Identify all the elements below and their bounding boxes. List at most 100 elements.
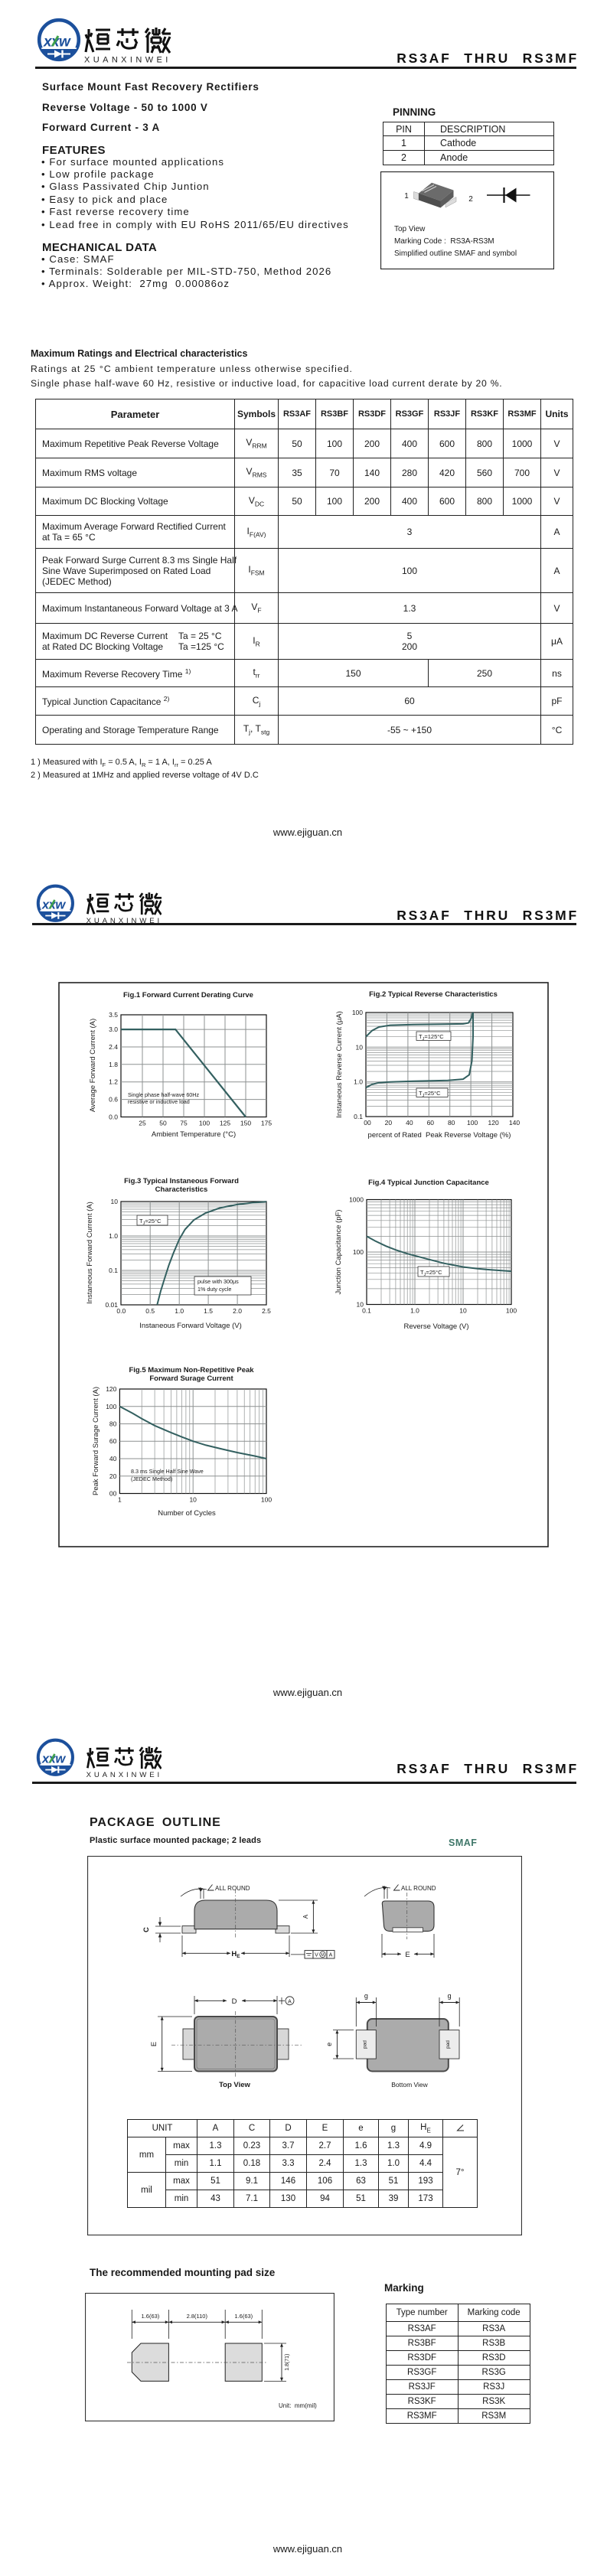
svg-text:0.0: 0.0 [116, 1307, 126, 1315]
svg-text:100: 100 [106, 1403, 116, 1410]
svg-text:100: 100 [353, 1248, 364, 1256]
svg-text:ALL ROUND: ALL ROUND [401, 1885, 436, 1892]
svg-text:2.5: 2.5 [262, 1307, 271, 1315]
svg-text:A: A [329, 1953, 333, 1958]
svg-text:Instaneous Reverse Current (μA: Instaneous Reverse Current (μA) [335, 1011, 344, 1118]
svg-text:Simplified outline SMAF and sy: Simplified outline SMAF and symbol [394, 249, 517, 258]
svg-text:Ambient Temperature (°C): Ambient Temperature (°C) [152, 1130, 236, 1139]
svg-text:1.8(71): 1.8(71) [285, 2354, 290, 2371]
svg-text:120: 120 [106, 1385, 116, 1393]
svg-text:0.1: 0.1 [109, 1267, 118, 1274]
svg-text:Unit: mm(mil): Unit: mm(mil) [279, 2402, 317, 2409]
svg-text:40: 40 [109, 1455, 117, 1462]
svg-text:x: x [43, 34, 53, 51]
svg-text:1.5: 1.5 [204, 1307, 213, 1315]
svg-text:120: 120 [488, 1119, 499, 1127]
svg-text:60: 60 [427, 1119, 435, 1127]
svg-text:80: 80 [109, 1420, 117, 1428]
svg-text:g: g [448, 1992, 452, 2000]
svg-text:x: x [41, 1752, 50, 1766]
svg-text:Fig.3 Typical Instaneous Forw: Fig.3 Typical Instaneous Forward [124, 1177, 239, 1185]
svg-text:w: w [55, 1752, 66, 1766]
svg-text:60: 60 [109, 1437, 117, 1445]
svg-text:Reverse Voltage (V): Reverse Voltage (V) [403, 1322, 468, 1331]
svg-text:C: C [142, 1927, 151, 1932]
svg-text:Fig.5 Maximum Non-Repetitive: Fig.5 Maximum Non-Repetitive Peak [129, 1366, 254, 1374]
svg-text:pad: pad [363, 2040, 368, 2049]
svg-text:Single phase half-wave 60Hz: Single phase half-wave 60Hz [128, 1091, 199, 1098]
svg-text:ALL ROUND: ALL ROUND [215, 1885, 250, 1892]
svg-text:D: D [232, 1997, 237, 2006]
svg-text:75: 75 [180, 1120, 188, 1127]
svg-text:Peak Forward Surage Current (A: Peak Forward Surage Current (A) [92, 1387, 100, 1495]
svg-text:resistive or inductive load: resistive or inductive load [128, 1098, 190, 1105]
svg-text:TJ=25°C: TJ=25°C [419, 1090, 441, 1098]
svg-text:100: 100 [261, 1496, 272, 1504]
svg-text:10: 10 [189, 1496, 197, 1504]
svg-text:Instaneous Forward Current (A): Instaneous Forward Current (A) [86, 1202, 94, 1304]
svg-text:1.6(63): 1.6(63) [234, 2313, 253, 2320]
svg-text:0.6: 0.6 [109, 1096, 118, 1104]
svg-text:1000: 1000 [349, 1196, 364, 1204]
svg-text:1.0: 1.0 [109, 1232, 118, 1240]
svg-text:1% duty cycle: 1% duty cycle [197, 1286, 231, 1293]
svg-text:E: E [405, 1951, 410, 1959]
svg-text:Average Forward Current (A): Average Forward Current (A) [89, 1019, 97, 1112]
svg-text:pulse with 300μs: pulse with 300μs [197, 1278, 239, 1285]
svg-text:Instaneous Forward Voltage (V): Instaneous Forward Voltage (V) [139, 1322, 242, 1330]
svg-text:Number of Cycles: Number of Cycles [158, 1509, 216, 1518]
svg-text:10: 10 [111, 1198, 119, 1205]
svg-text:e: e [325, 2043, 333, 2046]
svg-text:20: 20 [109, 1472, 117, 1480]
svg-text:175: 175 [261, 1120, 272, 1127]
svg-text:XUANXINWEI: XUANXINWEI [86, 1771, 162, 1779]
svg-text:100: 100 [506, 1307, 517, 1315]
svg-text:3.0: 3.0 [109, 1026, 118, 1033]
svg-text:0.01: 0.01 [105, 1301, 118, 1309]
svg-text:TJ=25°C: TJ=25°C [139, 1218, 162, 1226]
svg-text:Junction Capacitance (pF): Junction Capacitance (pF) [335, 1210, 343, 1295]
svg-text:3.5: 3.5 [109, 1011, 118, 1019]
svg-text:Marking Code : RS3A-RS3M: Marking Code : RS3A-RS3M [394, 237, 494, 246]
svg-text:Fig.1 Forward Current Deratin: Fig.1 Forward Current Derating Curve [123, 991, 253, 999]
svg-text:w: w [59, 34, 71, 51]
svg-text:10: 10 [356, 1043, 364, 1051]
svg-text:1.0: 1.0 [354, 1078, 363, 1086]
svg-text:1.6(63): 1.6(63) [142, 2313, 160, 2320]
svg-text:A: A [302, 1914, 309, 1919]
svg-text:Top View: Top View [219, 2081, 250, 2089]
svg-text:1: 1 [118, 1496, 122, 1504]
svg-text:2.8(110): 2.8(110) [187, 2313, 208, 2320]
svg-text:A: A [288, 1999, 292, 2004]
svg-text:1.8: 1.8 [109, 1061, 118, 1068]
svg-text:1.0: 1.0 [175, 1307, 184, 1315]
svg-text:1.0: 1.0 [410, 1307, 419, 1315]
svg-text:Forward Surage Current: Forward Surage Current [149, 1374, 233, 1383]
svg-text:80: 80 [448, 1119, 455, 1127]
svg-text:0.1: 0.1 [354, 1113, 363, 1120]
svg-text:percent of Rated Peak Reverse: percent of Rated Peak Reverse Voltage (%… [368, 1131, 511, 1140]
svg-text:40: 40 [406, 1119, 413, 1127]
svg-text:10: 10 [357, 1301, 364, 1309]
svg-text:Top View: Top View [394, 225, 426, 233]
svg-text:8.3 ms Single Half Sine Wave: 8.3 ms Single Half Sine Wave [131, 1468, 204, 1475]
svg-text:Characteristics: Characteristics [155, 1185, 208, 1194]
svg-text:w: w [55, 898, 66, 912]
svg-text:00: 00 [364, 1119, 371, 1127]
svg-text:1.2: 1.2 [109, 1078, 118, 1086]
svg-text:x: x [41, 898, 50, 912]
svg-text:Fig.2 Typical Reverse Charact: Fig.2 Typical Reverse Characteristics [369, 990, 498, 999]
svg-text:0.1: 0.1 [362, 1307, 371, 1315]
svg-text:M: M [321, 1953, 325, 1958]
svg-text:0.0: 0.0 [109, 1114, 118, 1121]
svg-text:V: V [315, 1953, 318, 1958]
svg-text:g: g [364, 1992, 368, 2000]
svg-text:2.0: 2.0 [233, 1307, 242, 1315]
svg-text:50: 50 [159, 1120, 167, 1127]
svg-text:125: 125 [220, 1120, 230, 1127]
svg-text:E: E [150, 2042, 158, 2046]
svg-text:(JEDEC Method): (JEDEC Method) [131, 1475, 172, 1482]
svg-text:10: 10 [459, 1307, 467, 1315]
svg-text:HE: HE [231, 1950, 240, 1959]
svg-text:140: 140 [509, 1119, 520, 1127]
